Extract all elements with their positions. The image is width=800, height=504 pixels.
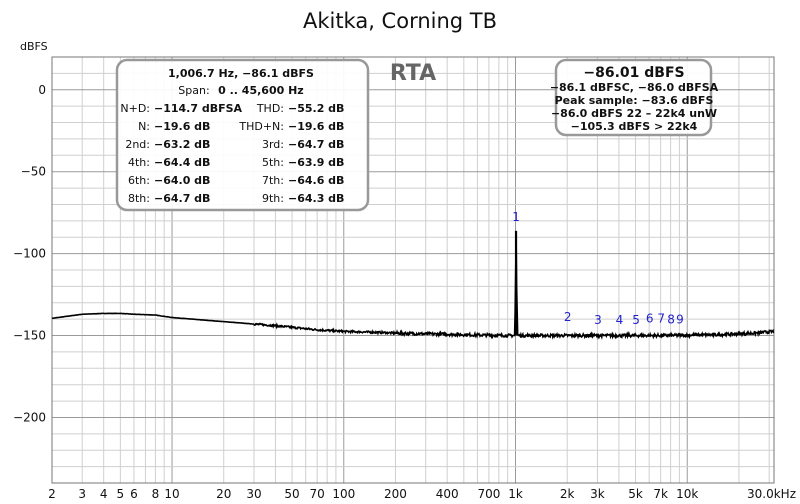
info-label-left: 6th: <box>128 174 150 187</box>
info-label-left: N: <box>138 120 150 133</box>
y-tick-label: −50 <box>21 165 46 179</box>
measurement-info-box: 1,006.7 Hz, −86.1 dBFS Span: 0 .. 45,600… <box>115 58 370 212</box>
span-label: Span: <box>178 84 209 97</box>
x-tick-label: 5k <box>628 487 643 501</box>
info-label-right: THD: <box>256 102 284 115</box>
info-value-right: −64.7 dB <box>288 138 344 151</box>
level-line-1: −86.1 dBFSC, −86.0 dBFSA <box>550 81 719 94</box>
x-tick-label: 20 <box>216 487 231 501</box>
info-label-right: 5th: <box>262 156 284 169</box>
x-tick-label: 5 <box>117 487 125 501</box>
x-tick-label: 3k <box>590 487 605 501</box>
harmonic-label: 6 <box>646 311 654 325</box>
info-label-left: 2nd: <box>125 138 150 151</box>
info-value-right: −19.6 dB <box>288 120 344 133</box>
x-tick-label: 1k <box>508 487 523 501</box>
x-tick-label: 8 <box>152 487 160 501</box>
span-value: 0 .. 45,600 Hz <box>218 84 304 97</box>
x-tick-label: 7k <box>653 487 668 501</box>
level-line-3: −86.0 dBFS 22 – 22k4 unW <box>551 107 717 120</box>
info-value-right: −64.3 dB <box>288 192 344 205</box>
x-axis-ticks: 2 3 4 5 6 8 10 20 30 50 70 100 200 400 700 1k 2k 3k 5k 7k 10… <box>48 487 796 501</box>
info-span: Span: 0 .. 45,600 Hz <box>178 81 303 98</box>
harmonic-label: 4 <box>616 313 624 327</box>
rta-label: RTA <box>390 61 436 86</box>
harmonic-markers: 1 2 3 4 5 6 7 8 9 <box>512 210 684 327</box>
plot-frame <box>51 56 775 484</box>
x-tick-label: 200 <box>384 487 407 501</box>
info-label-right: 9th: <box>262 192 284 205</box>
info-value-right: −64.6 dB <box>288 174 344 187</box>
level-box: −86.01 dBFS −86.1 dBFSC, −86.0 dBFSA Pea… <box>550 58 719 137</box>
chart-title: Akitka, Corning TB <box>303 9 497 33</box>
x-tick-label: 400 <box>436 487 459 501</box>
y-tick-label: 0 <box>38 83 46 97</box>
y-axis-ticks: 0 −50 −100 −150 −200 <box>13 83 46 425</box>
spectrum-line <box>51 241 775 340</box>
x-tick-label: 70 <box>310 487 325 501</box>
info-value-left: −19.6 dB <box>154 120 210 133</box>
level-line-2: Peak sample: −83.6 dBFS <box>555 94 714 107</box>
x-tick-label: 30 <box>246 487 261 501</box>
info-label-right: 3rd: <box>262 138 284 151</box>
info-value-left: −64.4 dB <box>154 156 210 169</box>
x-tick-label: 2k <box>560 487 575 501</box>
level-line-4: −105.3 dBFS > 22k4 <box>571 120 698 133</box>
harmonic-label: 1 <box>512 210 520 224</box>
spectrum-series <box>51 230 775 340</box>
info-value-right: −63.9 dB <box>288 156 344 169</box>
harmonic-label: 7 <box>657 311 665 325</box>
harmonic-label: 9 <box>676 312 684 326</box>
level-main: −86.01 dBFS <box>583 65 684 81</box>
x-tick-label: 2 <box>48 487 56 501</box>
y-tick-label: −150 <box>13 329 46 343</box>
harmonic-label: 8 <box>667 312 675 326</box>
info-label-left: 4th: <box>128 156 150 169</box>
x-tick-label: 30.0kHz <box>747 487 796 501</box>
x-tick-label: 4 <box>100 487 108 501</box>
info-label-right: 7th: <box>262 174 284 187</box>
info-value-left: −64.7 dB <box>154 192 210 205</box>
info-value-left: −64.0 dB <box>154 174 210 187</box>
x-tick-label: 700 <box>477 487 500 501</box>
harmonic-label: 3 <box>594 313 602 327</box>
info-value-left: −114.7 dBFSA <box>154 102 243 115</box>
info-label-right: THD+N: <box>238 120 284 133</box>
harmonic-label: 5 <box>632 313 640 327</box>
y-tick-label: −200 <box>13 410 46 424</box>
x-tick-label: 6 <box>130 487 138 501</box>
harmonic-label: 2 <box>564 310 572 324</box>
info-label-left: N+D: <box>120 102 150 115</box>
x-tick-label: 10 <box>164 487 179 501</box>
x-tick-label: 3 <box>78 487 86 501</box>
info-value-right: −55.2 dB <box>288 102 344 115</box>
info-label-left: 8th: <box>128 192 150 205</box>
y-tick-label: −100 <box>13 247 46 261</box>
x-tick-label: 10k <box>676 487 698 501</box>
x-tick-label: 100 <box>332 487 355 501</box>
info-header: 1,006.7 Hz, −86.1 dBFS <box>168 67 314 80</box>
info-value-left: −63.2 dB <box>154 138 210 151</box>
x-tick-label: 50 <box>284 487 299 501</box>
y-axis-unit: dBFS <box>20 40 48 53</box>
info-rows: N+D: −114.7 dBFSA THD: −55.2 dB N: −19.6 dB TH… <box>120 102 344 205</box>
